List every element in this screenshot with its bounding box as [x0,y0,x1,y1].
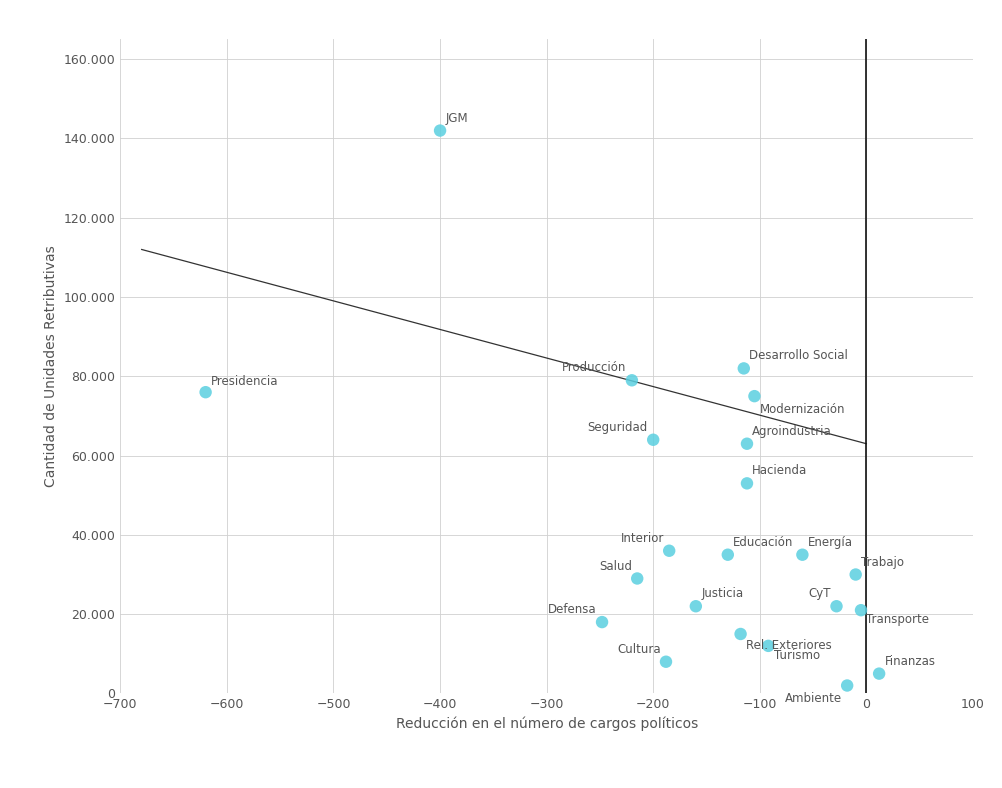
Text: Agroindustria: Agroindustria [752,425,832,438]
Text: Ambiente: Ambiente [784,693,841,705]
Text: Transporte: Transporte [866,613,929,626]
X-axis label: Reducción en el número de cargos políticos: Reducción en el número de cargos polític… [395,717,697,731]
Point [731,628,747,641]
Point [839,679,855,692]
Text: Salud: Salud [598,559,631,573]
Point [623,374,639,387]
Text: Justicia: Justicia [700,587,742,600]
Text: Seguridad: Seguridad [587,421,647,434]
Text: Trabajo: Trabajo [860,556,903,569]
Point [657,656,673,668]
Point [794,548,810,561]
Text: Producción: Producción [562,362,626,374]
Text: Energía: Energía [807,536,852,548]
Point [828,600,844,612]
Text: Presidencia: Presidencia [210,375,279,388]
Point [852,604,868,616]
Text: Turismo: Turismo [773,649,819,662]
Text: Desarrollo Social: Desarrollo Social [748,349,847,362]
Point [738,437,755,450]
Text: Defensa: Defensa [547,603,596,616]
Text: Finanzas: Finanzas [884,655,935,667]
Point [760,640,776,652]
Text: Hacienda: Hacienda [752,464,807,478]
Point [847,568,863,581]
Text: Educación: Educación [732,536,793,548]
Text: Interior: Interior [620,532,663,545]
Point [738,477,755,489]
Point [628,572,644,585]
Text: CyT: CyT [808,587,831,600]
Point [687,600,703,612]
Point [719,548,735,561]
Point [735,362,752,375]
Point [432,125,448,137]
Point [745,390,762,403]
Text: Rel. Exteriores: Rel. Exteriores [745,639,831,652]
Point [593,615,609,628]
Text: Modernización: Modernización [760,403,845,416]
Text: Cultura: Cultura [616,643,660,656]
Point [660,545,676,557]
Point [197,386,213,399]
Text: JGM: JGM [445,112,468,125]
Point [644,433,660,446]
Point [870,667,886,680]
Y-axis label: Cantidad de Unidades Retributivas: Cantidad de Unidades Retributivas [44,246,58,487]
